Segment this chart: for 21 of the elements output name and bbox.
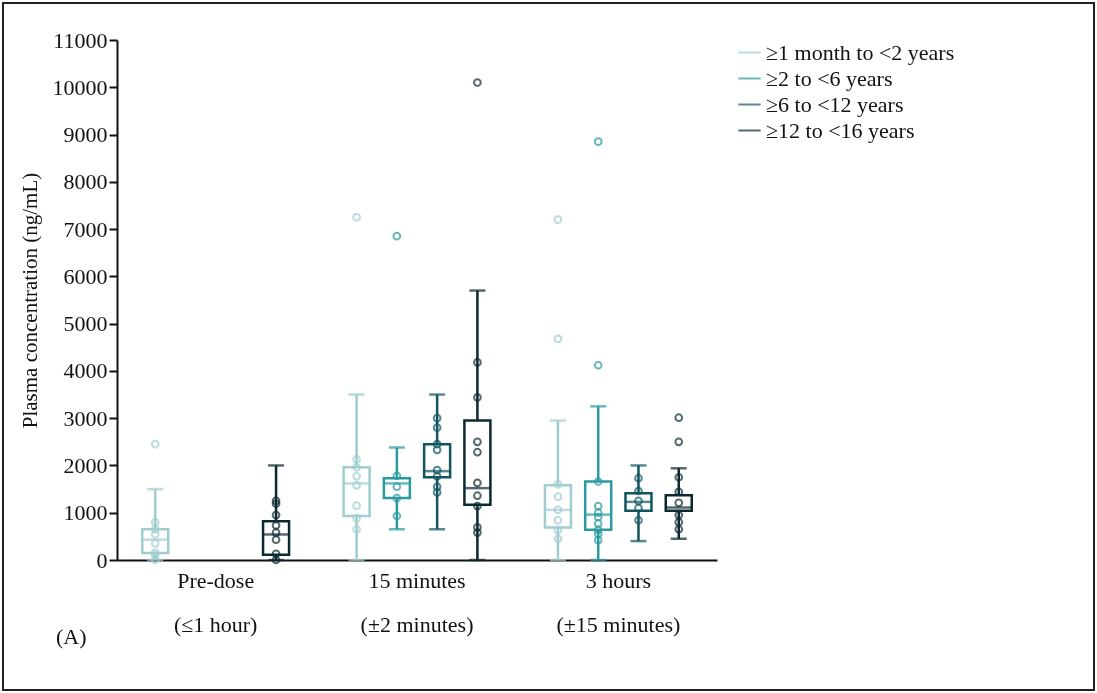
y-tick-label: 2000 (63, 452, 108, 478)
y-tick-label: 11000 (53, 27, 108, 53)
x-tick-label: Pre-dose (≤1 hour) (173, 567, 258, 637)
text: (A) (56, 624, 87, 650)
y-tick-label: 3000 (63, 405, 108, 431)
x-tick-label: 15 minutes (±2 minutes) (360, 567, 474, 637)
legend-label: ≥6 to <12 years (766, 91, 904, 117)
y-tick-label: 10000 (52, 74, 108, 100)
legend-label: ≥2 to <6 years (766, 65, 893, 91)
y-tick-label: 4000 (63, 358, 108, 384)
y-tick-label: 0 (96, 547, 108, 573)
legend-label: ≥12 to <16 years (766, 117, 915, 143)
x-tick-label: 3 hours (±15 minutes) (556, 567, 681, 637)
y-tick-label: 7000 (63, 216, 108, 242)
y-tick-label: 1000 (63, 500, 108, 526)
y-tick-label: 6000 (63, 263, 108, 289)
y-tick-label: 5000 (63, 311, 108, 337)
legend-label: ≥1 month to <2 years (766, 39, 955, 65)
y-axis-title: Plasma concentration (ng/mL) (17, 172, 42, 429)
y-tick-label: 9000 (63, 122, 108, 148)
y-tick-label: 8000 (63, 169, 108, 195)
